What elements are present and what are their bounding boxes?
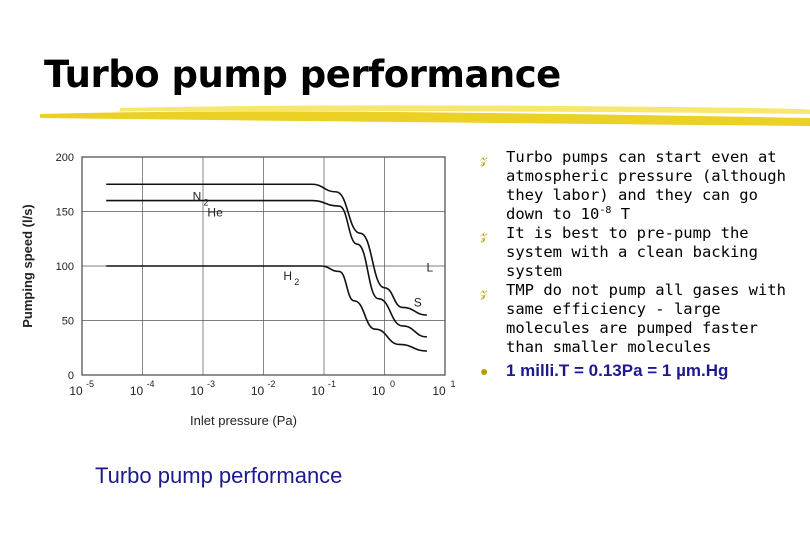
series-line-he — [106, 199, 427, 338]
x-tick-label: 10 — [69, 384, 83, 398]
series-label-s: S — [414, 295, 422, 309]
series-label-he: He — [207, 206, 223, 220]
y-tick-label: 200 — [56, 152, 74, 164]
series-line-n2 — [106, 183, 427, 316]
x-tick-label: 10 — [432, 384, 446, 398]
x-tick-exponent: -2 — [267, 379, 275, 389]
series-label-h2: H — [283, 269, 292, 283]
x-tick-exponent: -1 — [328, 379, 336, 389]
series-label-n2: N — [193, 189, 202, 203]
sub-bullet-text: 1 milli.T = 0.13Pa = 1 µm.Hg — [506, 361, 729, 380]
x-axis-label: Inlet pressure (Pa) — [190, 413, 297, 428]
x-tick-label: 10 — [130, 384, 144, 398]
x-tick-exponent: -4 — [146, 379, 154, 389]
bullet-text: Turbo pumps can start even at atmospheri… — [506, 148, 786, 223]
x-tick-exponent: -3 — [207, 379, 215, 389]
dot-bullet-icon: ● — [480, 363, 489, 379]
y-tick-label: 50 — [62, 316, 74, 328]
bullet-item-start-pressure: 𝓏 Turbo pumps can start even at atmosphe… — [480, 148, 800, 224]
y-tick-label: 0 — [68, 370, 74, 382]
exponent: -8 — [599, 204, 612, 216]
y-tick-label: 100 — [56, 261, 74, 273]
sub-bullet-item-units: ● 1 milli.T = 0.13Pa = 1 µm.Hg — [480, 361, 800, 380]
series-label-subscript: 2 — [203, 197, 208, 207]
bullet-item-efficiency: 𝓏 TMP do not pump all gases with same ef… — [480, 281, 800, 357]
z-bullet-icon: 𝓏 — [480, 148, 488, 167]
x-tick-label: 10 — [311, 384, 325, 398]
x-tick-exponent: 0 — [390, 379, 395, 389]
bullet-text: It is best to pre-pump the system with a… — [506, 224, 758, 280]
x-tick-exponent: 1 — [450, 379, 455, 389]
series-label-l: L — [427, 260, 434, 274]
z-bullet-icon: 𝓏 — [480, 224, 488, 243]
page-title: Turbo pump performance — [44, 53, 561, 96]
x-tick-label: 10 — [372, 384, 386, 398]
series-line-h2 — [106, 265, 427, 352]
x-tick-exponent: -5 — [86, 379, 94, 389]
title-underline-bar — [40, 105, 810, 126]
y-tick-label: 150 — [56, 207, 74, 219]
bullet-item-pre-pump: 𝓏 It is best to pre-pump the system with… — [480, 224, 800, 281]
x-tick-label: 10 — [190, 384, 204, 398]
bullet-text: TMP do not pump all gases with same effi… — [506, 281, 786, 356]
x-tick-label: 10 — [251, 384, 265, 398]
figure-caption: Turbo pump performance — [95, 463, 343, 488]
bullet-text-tail: T — [611, 205, 631, 223]
z-bullet-icon: 𝓏 — [480, 281, 488, 300]
y-axis-label: Pumping speed (l/s) — [20, 204, 35, 328]
series-label-subscript: 2 — [294, 277, 299, 287]
bullet-list: 𝓏 Turbo pumps can start even at atmosphe… — [480, 148, 800, 380]
